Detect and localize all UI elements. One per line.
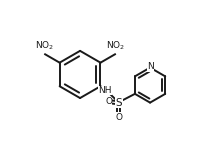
Text: N: N — [147, 62, 153, 71]
Text: NH: NH — [98, 86, 112, 95]
Text: O: O — [115, 113, 122, 122]
Text: NO$_2$: NO$_2$ — [35, 40, 54, 52]
Text: O: O — [105, 97, 112, 106]
Text: NO$_2$: NO$_2$ — [106, 40, 125, 52]
Text: S: S — [116, 98, 122, 108]
